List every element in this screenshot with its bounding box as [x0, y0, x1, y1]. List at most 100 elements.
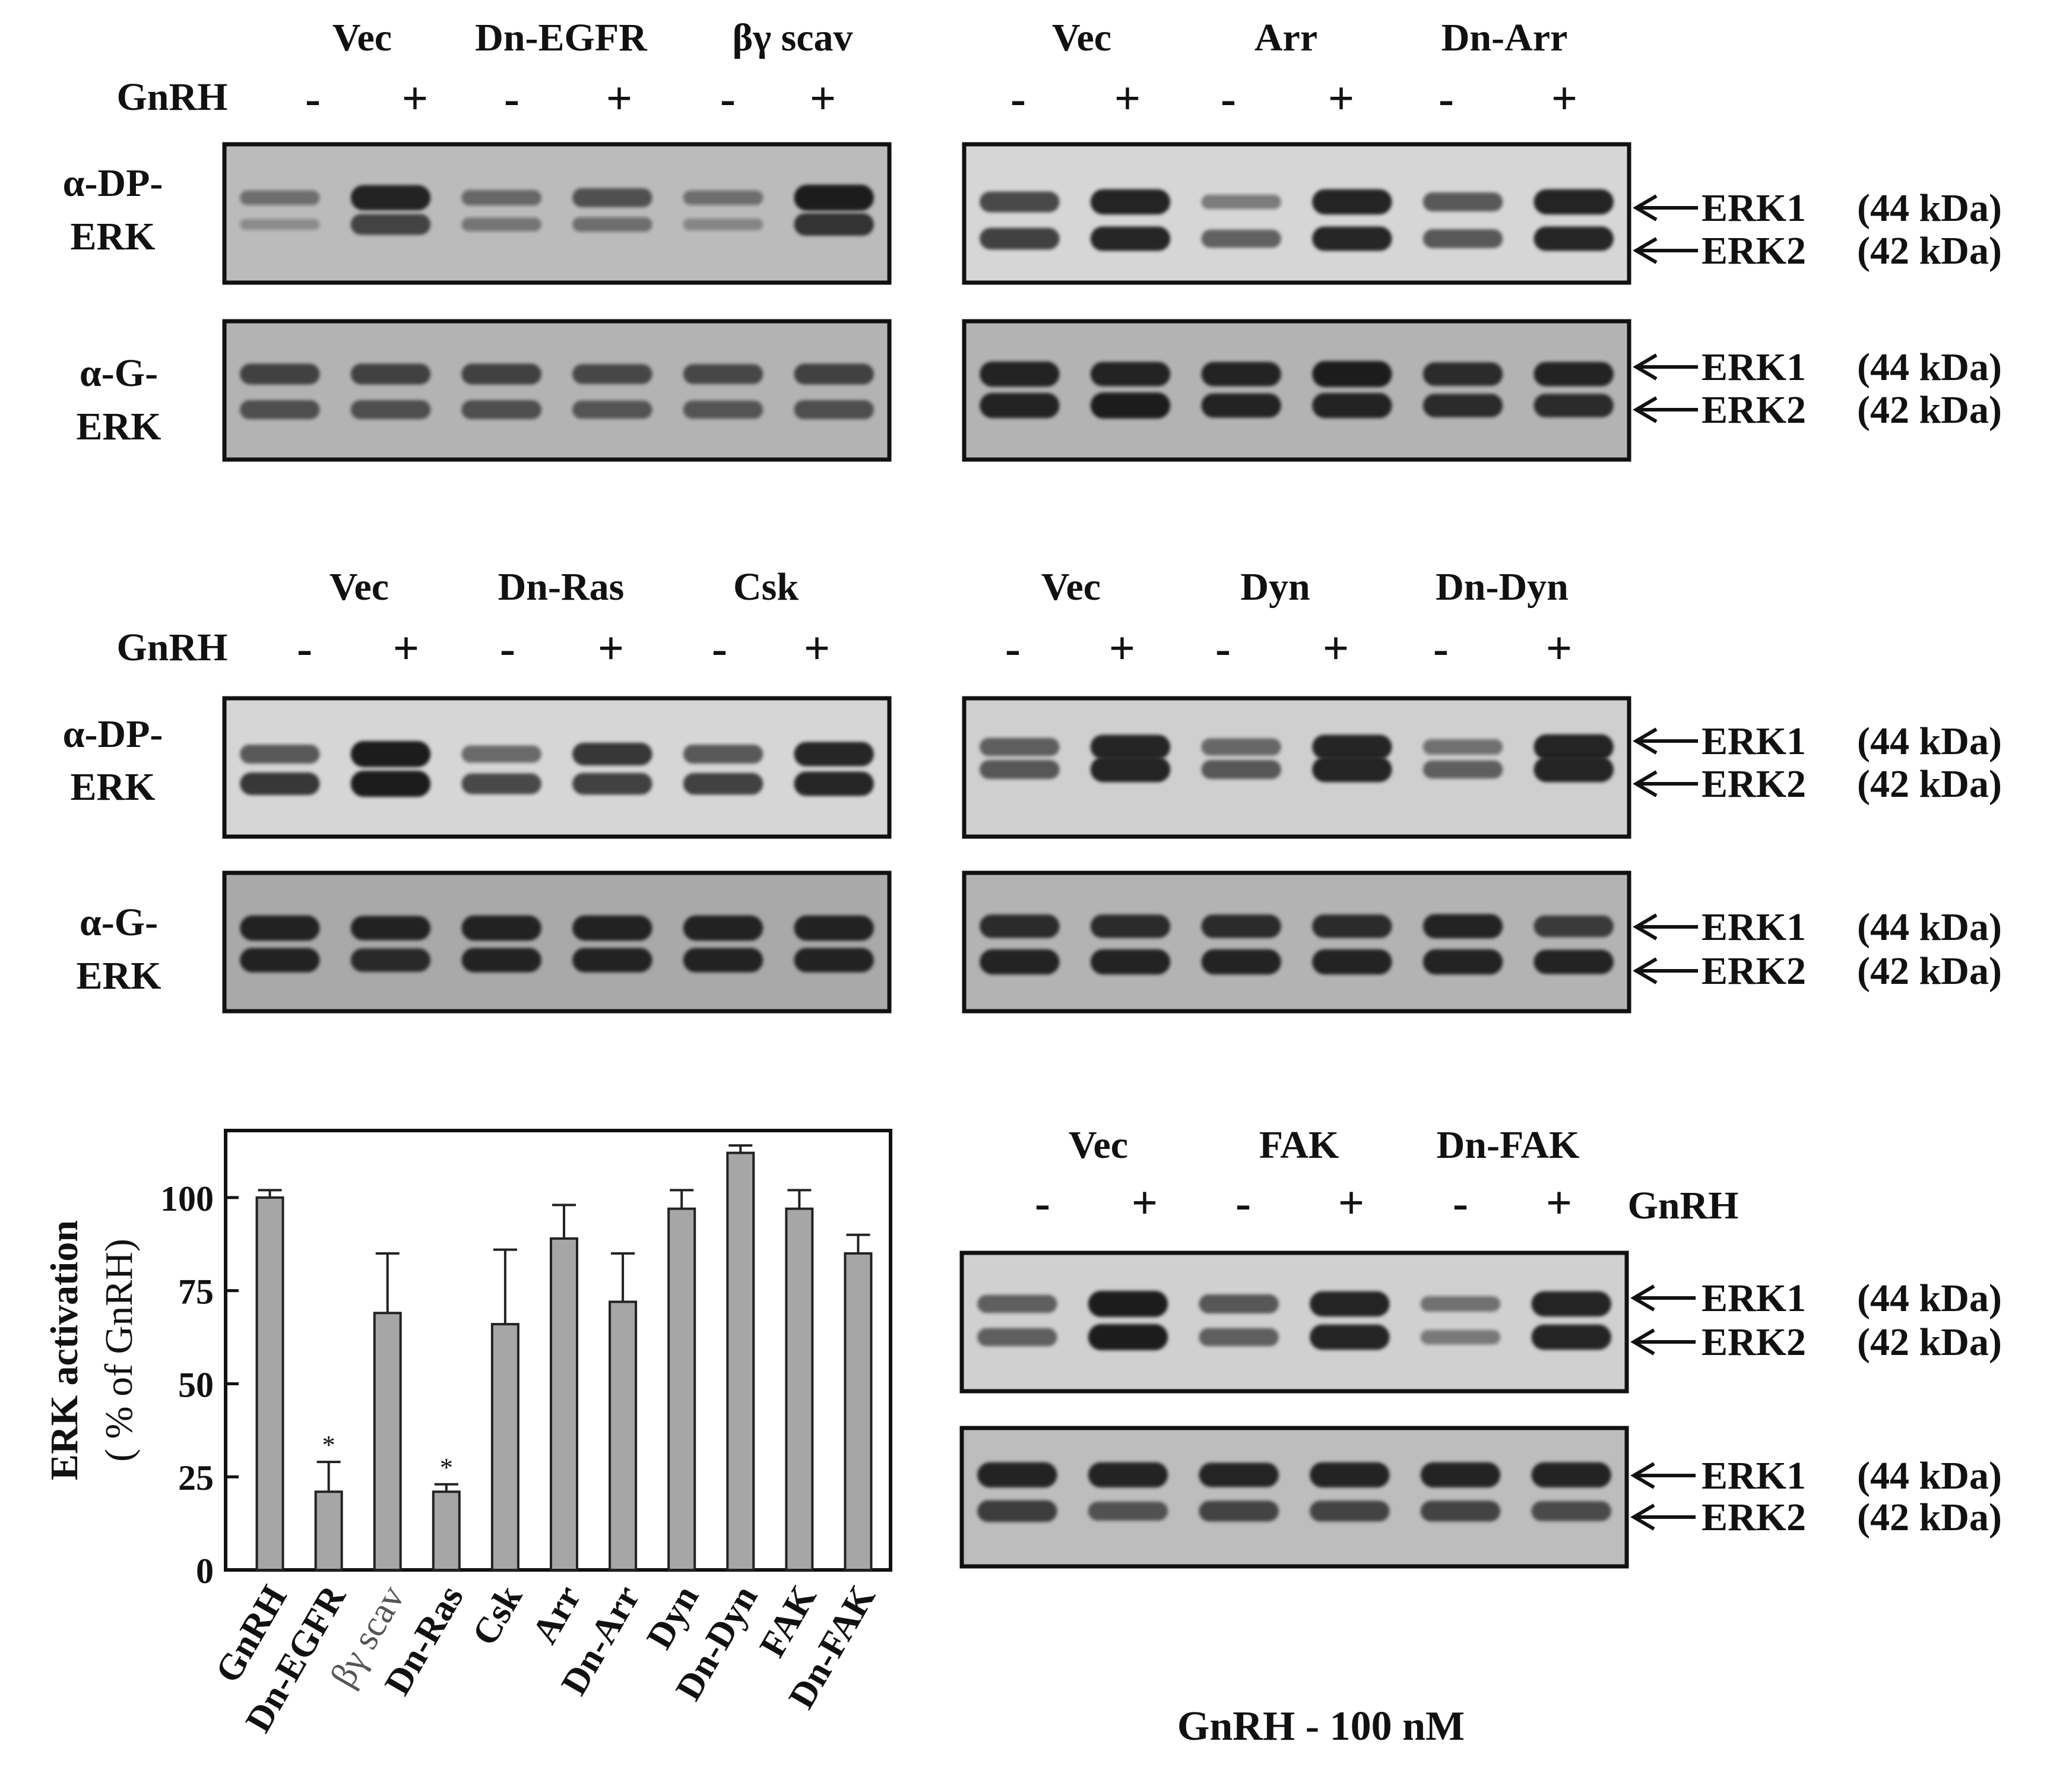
bar — [667, 1207, 696, 1572]
erk2-band — [1310, 1324, 1390, 1350]
treatment-plus: + — [1546, 1177, 1572, 1229]
antibody-label-g-erk-line2: ERK — [76, 405, 161, 448]
erk1-band — [1201, 914, 1281, 938]
treatment-plus: + — [1114, 72, 1140, 124]
treatment-minus: - — [1453, 1177, 1468, 1229]
erk2-band — [350, 214, 431, 235]
erk2-band — [1201, 229, 1281, 248]
molecular-weight-label: (44 kDa) — [1857, 906, 2002, 949]
bar — [726, 1151, 755, 1571]
treatment-minus: - — [305, 72, 321, 124]
erk1-band — [240, 363, 320, 385]
treatment-row: - + - + - + — [1005, 622, 1572, 674]
y-tick-label: 0 — [196, 1552, 214, 1591]
treatment-plus: + — [810, 72, 836, 124]
error-bar — [728, 1144, 753, 1153]
blot-membrane-dp-erk — [222, 142, 892, 285]
treatment-minus: - — [1235, 1177, 1251, 1229]
erk2-band — [240, 948, 320, 973]
treatment-minus: - — [1433, 622, 1449, 674]
erk1-band — [1090, 914, 1171, 938]
erk2-band — [1422, 949, 1503, 975]
treatment-plus: + — [1546, 622, 1572, 674]
erk1-band — [980, 914, 1060, 938]
treatment-plus: + — [606, 72, 632, 124]
error-bar — [611, 1252, 635, 1302]
erk2-band — [1199, 1328, 1279, 1347]
erk1-band — [1420, 1296, 1501, 1312]
erk2-band — [350, 771, 431, 797]
group-label-dn-egfr: Dn-EGFR — [475, 16, 648, 59]
group-label-dn-arr: Dn-Arr — [1441, 16, 1568, 59]
antibody-label-dp-erk: α-DP- — [63, 713, 163, 756]
blot-panel-egfr-scav: Vec Dn-EGFR βγ scav GnRH - + - + - + α-D… — [63, 16, 892, 462]
gnrh-row-label: GnRH — [116, 75, 227, 119]
treatment-row: - + - + - + — [1035, 1177, 1572, 1229]
band-arrow — [1633, 194, 1698, 221]
erk2-band — [1531, 1501, 1611, 1521]
antibody-label-g-erk: α-G- — [80, 901, 158, 944]
band-arrow — [1630, 1284, 1696, 1312]
group-label-vec: Vec — [330, 565, 389, 609]
molecular-weight-label: (42 kDa) — [1857, 388, 2002, 432]
blot-membrane-dp-erk — [959, 1250, 1629, 1394]
blot-membrane-dp-erk — [962, 142, 1631, 285]
blot-membrane-dp-erk — [962, 696, 1631, 839]
erk1-band — [1199, 1294, 1279, 1313]
erk1-band — [1088, 1291, 1168, 1317]
erk-isoform-label: ERK2 — [1702, 1321, 1806, 1364]
treatment-minus: - — [720, 72, 736, 124]
erk1-band — [977, 1294, 1057, 1313]
erk2-band — [794, 213, 874, 236]
blot-panel-arrestin: Vec Arr Dn-Arr - + - + - + ERK1 (44 kDa) E… — [962, 16, 2002, 462]
treatment-row: - + - + - + — [1010, 72, 1577, 124]
erk2-band — [1420, 1329, 1501, 1345]
error-bar — [552, 1204, 576, 1239]
erk2-band — [794, 948, 874, 973]
erk1-band — [1310, 1462, 1390, 1488]
erk2-band — [240, 400, 320, 419]
erk2-band — [350, 948, 431, 972]
band-arrow — [1633, 727, 1698, 755]
significance-asterisk: * — [322, 1430, 335, 1459]
erk1-band — [1312, 734, 1392, 759]
erk2-band — [1531, 1324, 1611, 1350]
treatment-plus: + — [1109, 622, 1135, 674]
blot-panel-ras-csk: Vec Dn-Ras Csk GnRH - + - + - + α-DP- ER… — [63, 565, 892, 1014]
band-arrow — [1633, 913, 1698, 941]
erk1-band — [794, 915, 874, 941]
blot-membrane-dp-erk — [222, 696, 892, 839]
group-label-vec: Vec — [1052, 16, 1111, 59]
bar — [550, 1237, 578, 1572]
erk2-band — [461, 773, 541, 794]
erk2-band — [1534, 394, 1614, 417]
treatment-plus: + — [1328, 72, 1354, 124]
treatment-plus: + — [1551, 72, 1577, 124]
footer-concentration: GnRH - 100 nM — [1177, 1704, 1465, 1749]
gnrh-row-label: GnRH — [1627, 1184, 1738, 1227]
bar — [490, 1323, 519, 1572]
erk2-band — [980, 227, 1060, 250]
erk1-band — [683, 364, 763, 384]
molecular-weight-label: (44 kDa) — [1857, 1454, 2002, 1497]
erk2-band — [794, 400, 874, 419]
erk1-band — [1422, 192, 1503, 211]
erk1-band — [1534, 915, 1614, 938]
group-label-bg-scav: βγ scav — [732, 16, 853, 59]
erk2-band — [572, 400, 652, 419]
treatment-minus: - — [1439, 72, 1454, 124]
molecular-weight-label: (42 kDa) — [1857, 762, 2002, 806]
erk-activation-chart: ERK activation ( % of GnRH) 0255075100Gn… — [43, 1129, 892, 1739]
erk2-band — [977, 1328, 1057, 1347]
error-bar — [493, 1248, 517, 1325]
treatment-plus: + — [402, 72, 428, 124]
group-label-vec: Vec — [1069, 1123, 1128, 1167]
erk1-band — [572, 915, 652, 941]
erk2-band — [794, 771, 874, 796]
erk1-band — [1422, 914, 1503, 939]
treatment-plus: + — [598, 622, 624, 674]
erk-isoform-label: ERK1 — [1702, 1277, 1806, 1320]
erk1-band — [1088, 1462, 1168, 1488]
band-arrow — [1633, 353, 1698, 381]
erk2-band — [1310, 1500, 1390, 1522]
